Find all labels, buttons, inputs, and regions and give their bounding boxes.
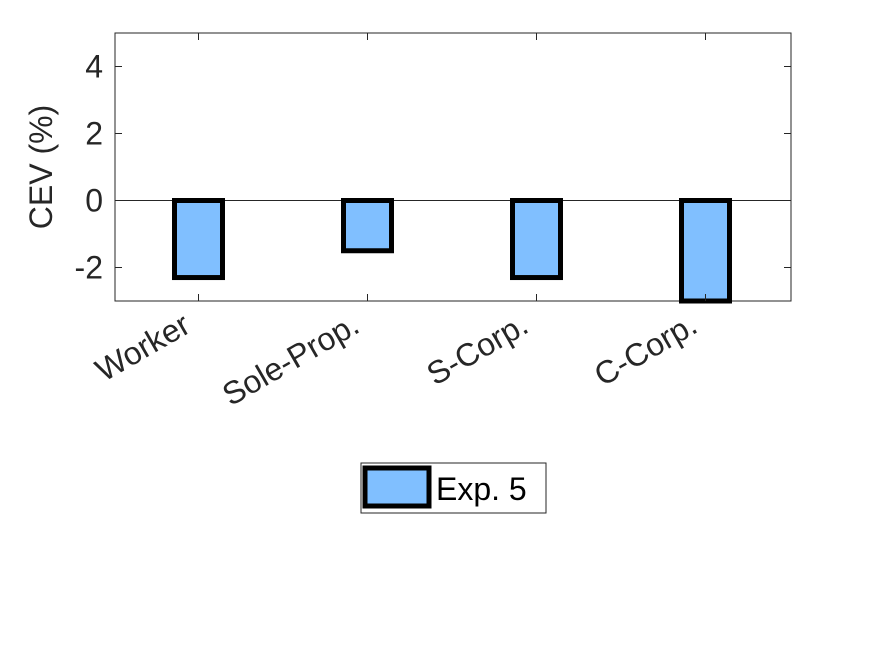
x-tick-label: Worker (89, 306, 196, 389)
bar-sole-prop (341, 198, 394, 254)
plot-area (114, 32, 792, 302)
bar-c-corp (679, 198, 732, 304)
bars (172, 198, 732, 304)
legend: Exp. 5 (360, 462, 547, 514)
y-tick-label: -2 (75, 250, 103, 286)
x-tick-label: Sole-Prop. (216, 306, 365, 413)
bar-worker (172, 198, 225, 281)
legend-swatch (362, 465, 432, 509)
y-axis-ticks: -2 0 2 4 (75, 49, 791, 286)
x-tick-label: C-Corp. (588, 306, 703, 393)
legend-label: Exp. 5 (436, 471, 527, 507)
x-tick-label: S-Corp. (421, 306, 534, 392)
y-axis-title: CEV (%) (23, 105, 59, 229)
bar-s-corp (510, 198, 563, 281)
y-tick-label: 2 (85, 116, 103, 152)
y-tick-label: 0 (85, 183, 103, 219)
y-tick-label: 4 (85, 49, 103, 85)
